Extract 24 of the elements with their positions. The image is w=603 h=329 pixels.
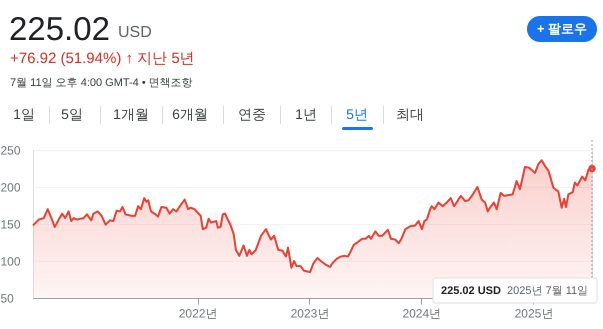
y-tick-label: 100: [0, 254, 21, 268]
x-tick-label: 2025년: [514, 306, 554, 320]
x-tick-label: 2023년: [290, 306, 330, 320]
text: 5일: [61, 106, 83, 122]
y-tick-label: 200: [0, 180, 21, 194]
y-tick-label: 250: [0, 144, 21, 158]
text: 7월 11일 오후 4:00 GMT-4 • 면책조항: [10, 77, 193, 89]
y-tick-label: 150: [0, 218, 21, 232]
text: 1일: [13, 106, 35, 122]
text: + 팔로우: [536, 21, 588, 36]
text: 최대: [396, 106, 424, 122]
text: +76.92 (51.94%) ↑ 지난 5년: [10, 50, 195, 67]
text: 5년: [346, 106, 368, 122]
chart-title: 225.02: [9, 10, 110, 47]
y-tick-label: 50: [0, 292, 14, 306]
text: 연중: [238, 106, 266, 122]
text: 1개월: [113, 106, 149, 122]
x-tick-label: 2022년: [178, 306, 218, 320]
text: USD: [118, 24, 152, 41]
annotation: 2025년 7월 11일: [507, 285, 588, 297]
text: 6개월: [172, 106, 208, 122]
x-tick-label: 2024년: [402, 306, 442, 320]
text: 1년: [295, 106, 317, 122]
annotation: 225.02 USD: [441, 285, 501, 297]
